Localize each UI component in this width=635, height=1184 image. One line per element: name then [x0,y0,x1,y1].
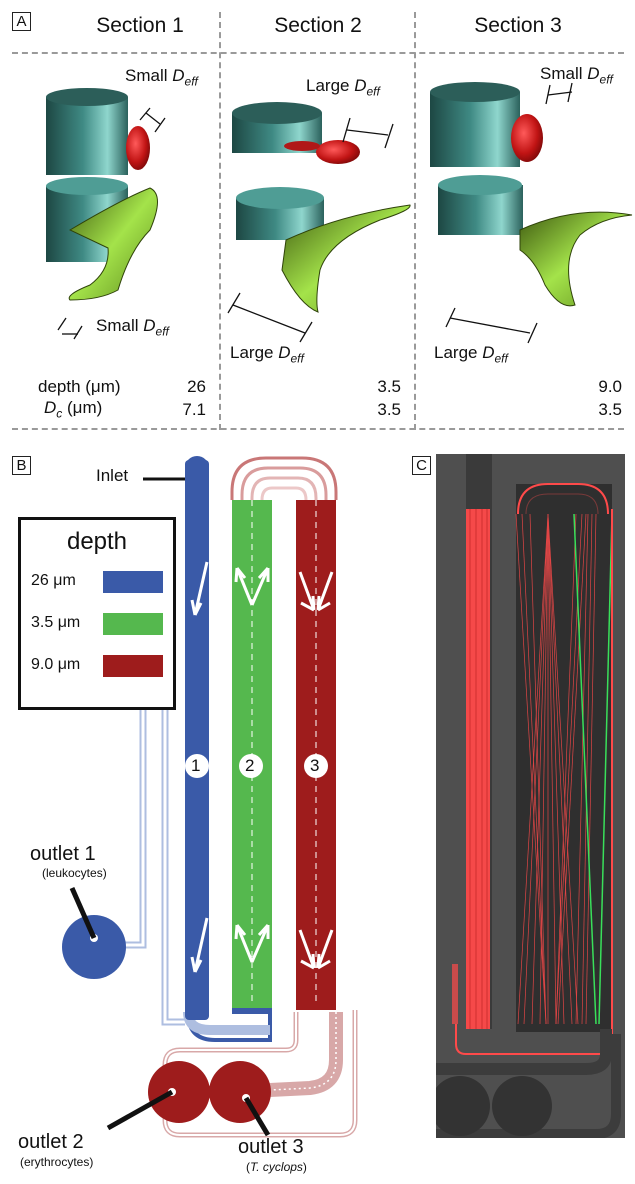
depth-value-s1: 26 [187,377,206,396]
legend-label-3-5: 3.5 μm [31,614,81,631]
divider-section-2-3 [414,12,416,430]
channel-number-3: 3 [310,756,320,775]
section-2-illustration [227,102,411,343]
section-illustrations [46,82,633,344]
depth-value-s2: 3.5 [377,377,401,396]
panel-a-letter: A [12,12,31,31]
legend-label-26: 26 μm [31,572,76,589]
channel-number-2: 2 [245,756,255,775]
divider-section-1-2 [219,12,221,430]
s3-bottom-deff-label: Large Deff [434,343,508,366]
s1-bottom-deff-label: Small Deff [96,316,169,339]
s2-top-deff-label: Large Deff [306,76,380,99]
dc-value-s1: 7.1 [182,400,206,419]
panel-c-letter: C [412,456,431,475]
depth-value-s3: 9.0 [598,377,622,396]
dc-value-s2: 3.5 [377,400,401,419]
section-3-title: Section 3 [474,14,562,37]
section-3-illustration [430,82,633,344]
outlet-3-title: outlet 3 [238,1136,304,1158]
outlet-1-title: outlet 1 [30,843,96,865]
legend-swatch-26 [103,571,163,593]
device-schematic [62,456,358,1138]
simulation-image [436,454,625,1138]
section-1-illustration [46,88,166,340]
outlet-1-subtitle: (leukocytes) [42,866,107,880]
dc-value-s3: 3.5 [598,400,622,419]
panel-b-letter: B [12,456,31,475]
s2-bottom-deff-label: Large Deff [230,343,304,366]
divider-bottom [12,428,624,430]
legend-title: depth [66,528,128,555]
outlet-2-title: outlet 2 [18,1131,84,1153]
legend-swatch-9-0 [103,655,163,677]
section-1-title: Section 1 [96,14,184,37]
outlet-3-subtitle: (T. cyclops) [246,1160,307,1174]
inlet-label: Inlet [96,466,129,485]
legend-label-9-0: 9.0 μm [31,656,81,673]
section-2-title: Section 2 [274,14,362,37]
legend-swatch-3-5 [103,613,163,635]
dc-row-label: Dc (μm) [44,398,103,421]
channel-number-1: 1 [191,756,201,775]
s1-top-deff-label: Small Deff [125,66,198,89]
s3-top-deff-label: Small Deff [540,64,613,87]
depth-row-label: depth (μm) [38,377,121,396]
divider-top [12,52,624,54]
depth-legend: depth 26 μm 3.5 μm 9.0 μm [18,517,176,710]
outlet-2-subtitle: (erythrocytes) [20,1155,94,1169]
